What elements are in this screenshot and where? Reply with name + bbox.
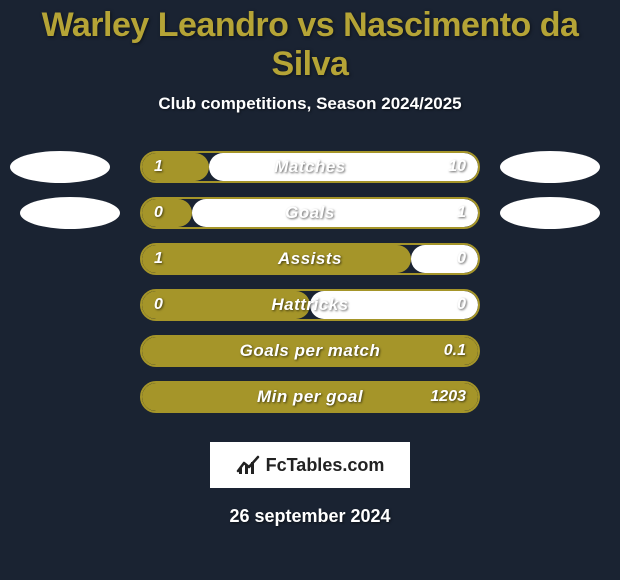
stat-row: Goals per match0.1	[0, 328, 620, 374]
stat-label: Hattricks	[142, 295, 478, 315]
stat-rows: Matches110Goals01Assists10Hattricks00Goa…	[0, 144, 620, 420]
stat-value-left: 0	[154, 296, 163, 314]
stat-row: Goals0 1	[0, 190, 620, 236]
stat-value-left: 1	[154, 158, 163, 176]
logo-text: FcTables.com	[266, 455, 385, 476]
page-title: Warley Leandro vs Nascimento da Silva	[0, 0, 620, 84]
stat-bar: Min per goal1203	[140, 381, 480, 413]
stat-bar: Matches1 10	[140, 151, 480, 183]
chart-icon	[236, 453, 260, 477]
stat-label: Min per goal	[142, 387, 478, 407]
logo-badge[interactable]: FcTables.com	[210, 442, 410, 488]
stat-label: Matches	[142, 157, 478, 177]
stat-row: Min per goal1203	[0, 374, 620, 420]
stat-label: Goals per match	[142, 341, 478, 361]
stat-row: Matches1 10	[0, 144, 620, 190]
stat-value-right: 0	[457, 250, 466, 268]
stat-value-right: 0	[457, 296, 466, 314]
stat-bar: Goals per match0.1	[140, 335, 480, 367]
stat-bar: Hattricks0 0	[140, 289, 480, 321]
player-left-ellipse	[20, 197, 120, 229]
stat-bar: Assists1 0	[140, 243, 480, 275]
stat-value-right: 10	[448, 158, 466, 176]
stat-value-right: 0.1	[444, 342, 466, 360]
player-left-ellipse	[10, 151, 110, 183]
subtitle: Club competitions, Season 2024/2025	[0, 94, 620, 114]
stat-value-left: 1	[154, 250, 163, 268]
date-text: 26 september 2024	[0, 506, 620, 527]
stat-label: Assists	[142, 249, 478, 269]
player-right-ellipse	[500, 197, 600, 229]
stat-value-right: 1203	[430, 388, 466, 406]
stat-row: Hattricks0 0	[0, 282, 620, 328]
stat-label: Goals	[142, 203, 478, 223]
stat-bar: Goals0 1	[140, 197, 480, 229]
stat-value-right: 1	[457, 204, 466, 222]
stat-value-left: 0	[154, 204, 163, 222]
stat-row: Assists1 0	[0, 236, 620, 282]
player-right-ellipse	[500, 151, 600, 183]
